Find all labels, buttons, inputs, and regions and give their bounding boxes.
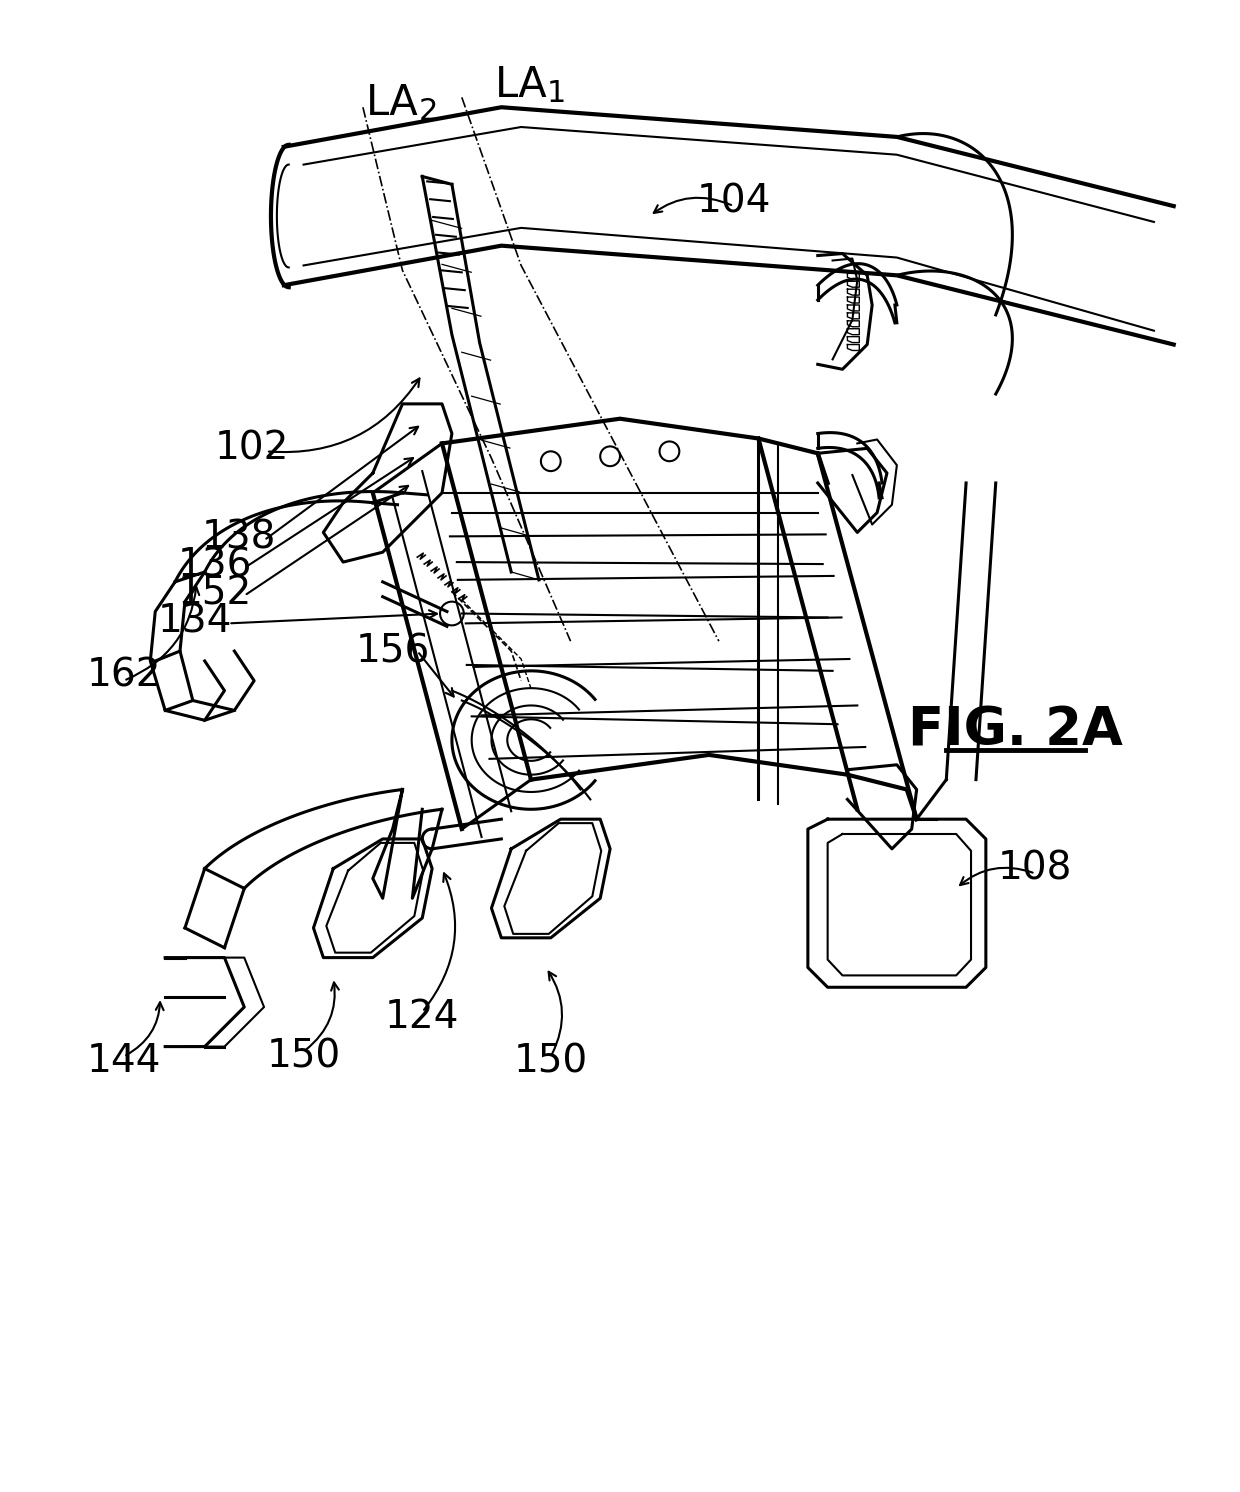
Text: 102: 102 [215,430,289,467]
Text: 138: 138 [202,518,277,557]
Text: 108: 108 [998,849,1073,888]
Text: 104: 104 [697,182,771,221]
Text: 144: 144 [87,1043,161,1080]
Text: 134: 134 [157,603,232,640]
Text: 150: 150 [267,1037,341,1076]
Text: 150: 150 [513,1043,588,1080]
Text: 152: 152 [177,574,252,613]
Text: LA: LA [366,82,419,124]
Text: 124: 124 [386,998,460,1035]
Text: 136: 136 [177,546,252,583]
Text: 2: 2 [418,97,438,125]
Text: 162: 162 [87,656,161,695]
Text: 156: 156 [356,633,430,670]
Text: LA: LA [495,64,548,106]
Text: 1: 1 [547,79,567,107]
Text: FIG. 2A: FIG. 2A [908,704,1123,756]
